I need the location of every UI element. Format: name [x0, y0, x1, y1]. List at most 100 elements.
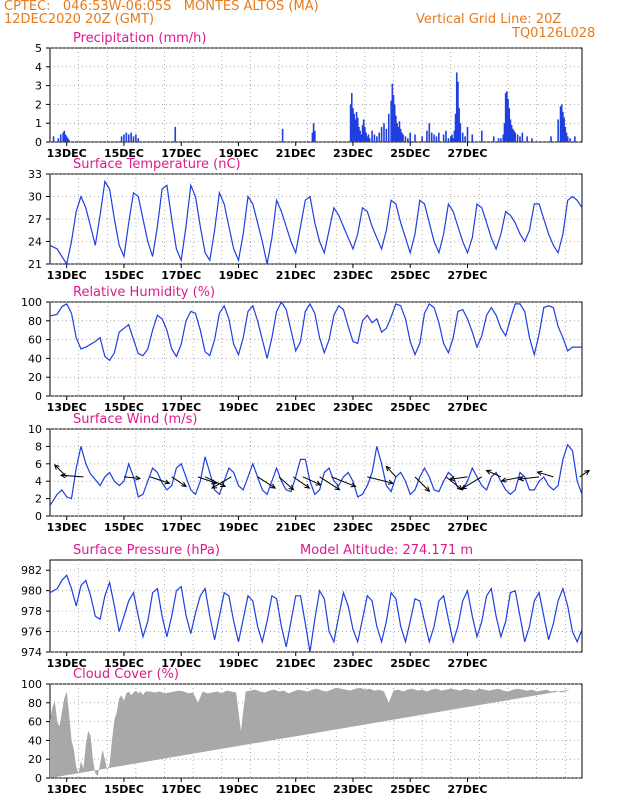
precip-bar [397, 126, 400, 142]
wind-arrow [537, 471, 554, 478]
y-tick-label: 40 [28, 734, 42, 747]
wind-arrow [211, 476, 232, 489]
x-tick-label: 13DEC [47, 521, 87, 534]
precip-bar [380, 126, 383, 142]
precip-bar [421, 136, 423, 142]
x-tick-label: 25DEC [390, 783, 430, 796]
wind-arrow-head [456, 484, 463, 491]
precip-bar [407, 138, 409, 142]
x-tick-label: 27DEC [447, 269, 487, 282]
precip-bar [368, 138, 371, 142]
wind-arrow-head [517, 476, 524, 482]
x-tick-label: 17DEC [161, 783, 201, 796]
wind-arrow-head [350, 482, 357, 488]
precip-bar [361, 125, 364, 142]
y-tick-label: 20 [28, 753, 42, 766]
y-tick-label: 60 [28, 334, 42, 347]
x-tick-label: 27DEC [447, 521, 487, 534]
precip-bar [574, 136, 576, 142]
precip-bar [52, 136, 55, 142]
precip-bar [402, 134, 404, 142]
precip-bar [67, 138, 69, 142]
precip-bar [442, 134, 445, 142]
precip-bar [365, 132, 367, 142]
precip-bar [68, 140, 70, 142]
wind-arrow-head [500, 477, 507, 483]
precip-bar [125, 132, 128, 142]
wind-arrow-head [211, 483, 218, 489]
y-tick-label: 100 [21, 678, 42, 691]
precip-bar [433, 134, 435, 142]
wind-arrow [54, 464, 68, 478]
precip-bar [354, 119, 357, 142]
precip-bar [311, 132, 314, 142]
precip-bar [312, 123, 315, 142]
panel-title: Surface Temperature (nC) [73, 157, 241, 172]
precip-bar [507, 98, 509, 142]
panel-title: Cloud Cover (%) [73, 667, 179, 682]
panel-title: Relative Humidity (%) [73, 285, 215, 300]
y-tick-label: 0 [35, 136, 42, 149]
precip-bar [447, 138, 450, 142]
precip-bar [59, 134, 62, 142]
precip-bar [564, 126, 567, 142]
wind-arrow-head [181, 481, 188, 488]
wind-arrow [319, 476, 340, 491]
y-tick-label: 80 [28, 697, 42, 710]
x-tick-label: 21DEC [276, 521, 316, 534]
precip-bar [466, 126, 469, 142]
precip-bar [566, 136, 569, 142]
wind-arrow [385, 466, 397, 478]
precip-bar [430, 132, 433, 142]
precip-bar [358, 126, 360, 142]
x-tick-label: 21DEC [276, 783, 316, 796]
precip-bar [451, 134, 453, 142]
precip-bar [404, 136, 407, 142]
x-tick-label: 23DEC [333, 521, 373, 534]
precip-bar [455, 72, 458, 142]
precip-bar [123, 134, 125, 142]
x-tick-label: 25DEC [390, 657, 430, 670]
precip-bar [510, 125, 513, 142]
plot-frame [49, 559, 583, 653]
x-tick-label: 25DEC [390, 401, 430, 414]
wind-arrow-head [304, 483, 311, 489]
precip-bar [385, 128, 388, 142]
x-tick-label: 19DEC [218, 269, 258, 282]
wind-arrow-head [584, 469, 591, 476]
precip-bar [435, 136, 438, 142]
precip-bar [132, 136, 135, 142]
y-tick-label: 21 [28, 258, 42, 271]
precip-bar [519, 136, 521, 142]
x-tick-label: 17DEC [161, 269, 201, 282]
precip-bar [392, 95, 395, 142]
precip-bar [514, 132, 517, 142]
wind-arrow-head [270, 483, 277, 489]
header-grid-note: Vertical Grid Line: 20Z [416, 12, 562, 27]
precip-bar [366, 136, 369, 142]
x-tick-label: 13DEC [47, 657, 87, 670]
wind-arrow [461, 476, 483, 490]
precip-bar [393, 104, 396, 142]
wind-arrow [278, 476, 294, 491]
precip-bar [65, 136, 68, 142]
y-tick-label: 0 [35, 772, 42, 785]
precip-bar [521, 132, 524, 142]
cloud-area [50, 687, 571, 778]
precip-bar [560, 104, 563, 142]
precip-bar [137, 138, 140, 142]
precip-bar [531, 138, 533, 142]
precip-bar [445, 130, 447, 142]
precip-bar [281, 128, 284, 142]
precip-bar [352, 108, 354, 142]
wind-arrow-head [315, 480, 322, 486]
precip-bar [565, 132, 568, 142]
precip-bar [500, 138, 502, 142]
x-tick-label: 21DEC [276, 269, 316, 282]
panel-annotation: Model Altitude: 274.171 m [300, 543, 473, 558]
precip-bar [453, 130, 456, 142]
precip-bar [550, 136, 552, 142]
y-tick-label: 20 [28, 371, 42, 384]
x-tick-label: 15DEC [104, 401, 144, 414]
x-tick-label: 27DEC [447, 657, 487, 670]
